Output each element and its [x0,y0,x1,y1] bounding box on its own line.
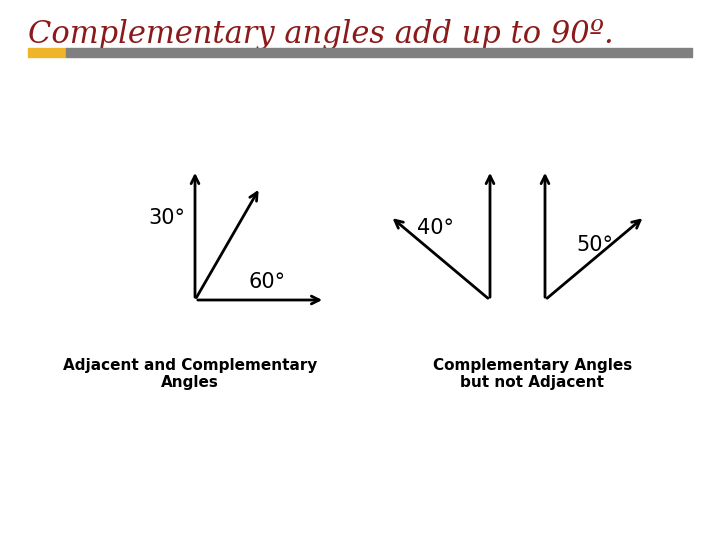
Text: 40°: 40° [416,218,454,238]
Text: 30°: 30° [148,208,186,228]
Text: Complementary Angles
but not Adjacent: Complementary Angles but not Adjacent [433,358,632,390]
Text: 60°: 60° [248,272,286,292]
Text: Complementary angles add up to 90º.: Complementary angles add up to 90º. [28,19,613,51]
Bar [66,48,692,57]
Text: Adjacent and Complementary
Angles: Adjacent and Complementary Angles [63,358,318,390]
Text: 50°: 50° [577,235,613,255]
Bar [28,48,66,57]
